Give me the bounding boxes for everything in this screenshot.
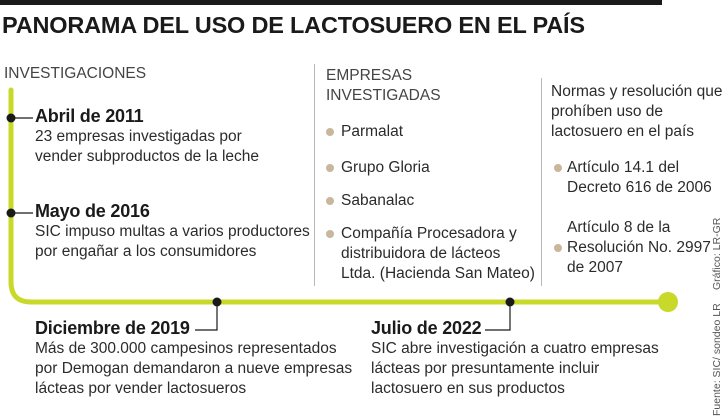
column-separator-1	[314, 64, 315, 286]
company-item-gloria: Grupo Gloria	[341, 159, 430, 176]
norm-item-line: Artículo 14.1 del	[567, 159, 680, 176]
top-rule	[0, 0, 662, 5]
event-date: Mayo de 2016	[35, 201, 150, 221]
companies-label-line: EMPRESAS	[326, 67, 413, 84]
event-2019: Diciembre de 2019 Más de 300.000 campesi…	[35, 318, 352, 399]
norm-item-line: Resolución No. 2997	[567, 239, 711, 256]
event-text-line: Más de 300.000 campesinos representados	[35, 340, 337, 357]
event-text-line: lactosuero en sus productos	[371, 380, 565, 397]
source-credit: Fuente: SIC/ sondeo LR	[711, 303, 723, 416]
company-bullet	[326, 128, 334, 136]
norm-item-line: Artículo 8 de la	[567, 219, 671, 236]
event-text-line: vender subproductos de la leche	[35, 148, 260, 165]
norm-item-line: Decreto 616 de 2006	[567, 179, 712, 196]
timeline-end-circle	[658, 292, 678, 312]
company-item-line: Compañía Procesadora y	[341, 225, 517, 242]
event-text-line: 23 empresas investigadas por	[35, 128, 242, 145]
company-bullet	[326, 230, 334, 238]
norms-label-line: lactosuero en el país	[551, 123, 695, 140]
company-bullet	[326, 197, 334, 205]
norm-bullet	[554, 244, 562, 252]
norm-bullet	[554, 164, 562, 172]
event-2011: Abril de 2011 23 empresas investigadas p…	[35, 106, 259, 167]
company-item-hacienda-san-mateo: Compañía Procesadora y distribuidora de …	[341, 224, 535, 284]
companies-label-line: INVESTIGADAS	[326, 87, 441, 104]
investigations-label: INVESTIGACIONES	[4, 65, 147, 82]
column-separator-2	[541, 78, 542, 286]
norms-label: Normas y resolución que prohíben uso de …	[551, 82, 722, 142]
timeline-node-2016	[6, 208, 16, 218]
company-item-parmalat: Parmalat	[341, 123, 404, 140]
event-2016: Mayo de 2016 SIC impuso multas a varios …	[35, 201, 310, 262]
norm-item-decreto-616: Artículo 14.1 del Decreto 616 de 2006	[567, 158, 712, 198]
company-item-sabanalac: Sabanalac	[341, 192, 415, 209]
event-text-line: lácteas por presuntamente incluir	[371, 360, 600, 377]
graphic-credit: Gráfico: LR-GR	[711, 217, 723, 290]
companies-label: EMPRESAS INVESTIGADAS	[326, 66, 441, 106]
timeline-line	[8, 87, 671, 305]
event-text-line: SIC impuso multas a varios productores	[35, 223, 310, 240]
event-2022: Julio de 2022 SIC abre investigación a c…	[371, 318, 659, 399]
event-text-line: SIC abre investigación a cuatro empresas	[371, 340, 659, 357]
company-item-line: Ltda. (Hacienda San Mateo)	[341, 265, 535, 282]
event-date: Diciembre de 2019	[35, 318, 190, 338]
norms-label-line: prohíben uso de	[551, 103, 664, 120]
timeline-node-2019	[212, 297, 222, 307]
norms-label-line: Normas y resolución que	[551, 83, 723, 100]
norm-item-line: de 2007	[567, 259, 624, 276]
event-date: Julio de 2022	[371, 318, 482, 338]
timeline-node-2022	[505, 297, 515, 307]
timeline-node-2011	[6, 113, 16, 123]
company-item-line: distribuidora de lácteos	[341, 245, 501, 262]
page-title: PANORAMA DEL USO DE LACTOSUERO EN EL PAÍ…	[2, 12, 585, 38]
event-date: Abril de 2011	[35, 106, 144, 126]
event-text-line: lácteas por vender lactosueros	[35, 380, 247, 397]
company-bullet	[326, 164, 334, 172]
event-text-line: por engañar a los consumidores	[35, 243, 257, 260]
event-text-line: por Demogan demandaron a nueve empresas	[35, 360, 353, 377]
norm-item-resolucion-2997: Artículo 8 de la Resolución No. 2997 de …	[567, 218, 711, 278]
